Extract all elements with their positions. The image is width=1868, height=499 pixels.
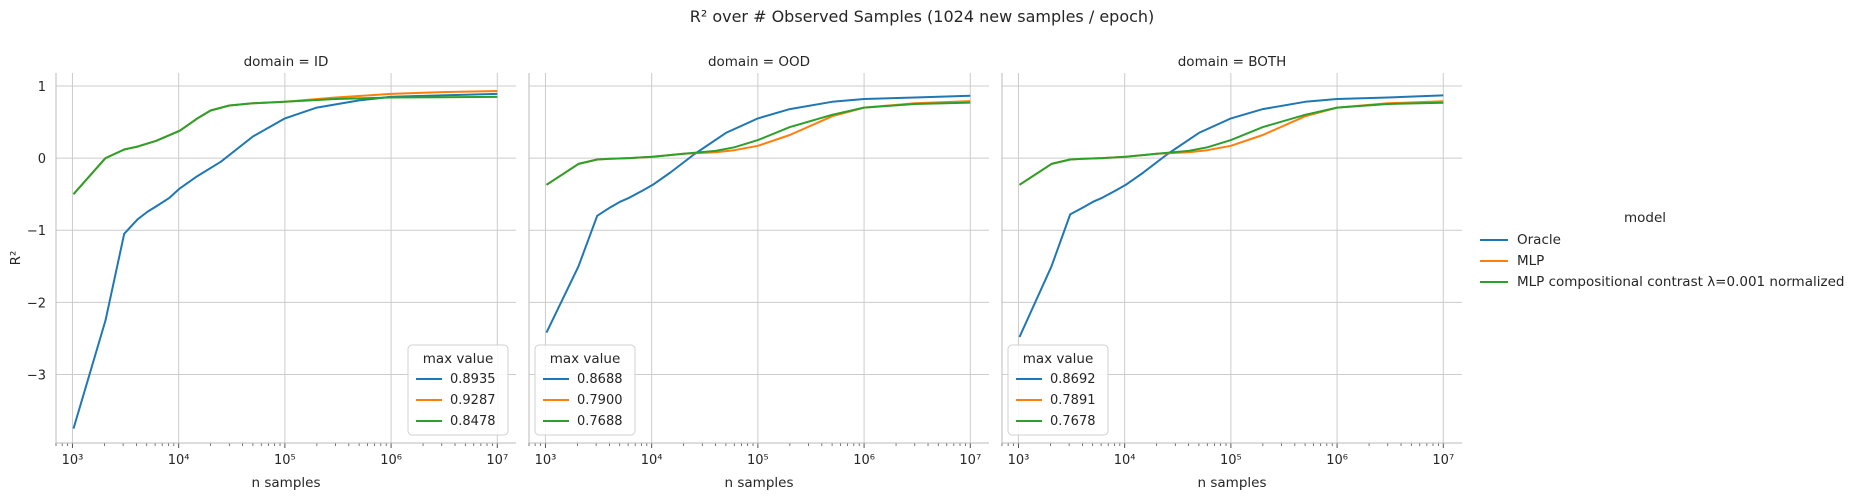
y-tick-label: 0 bbox=[38, 152, 46, 167]
legend-value: 0.7891 bbox=[1050, 393, 1096, 408]
x-tick-label: 10⁵ bbox=[274, 453, 296, 468]
legend-title: max value bbox=[550, 351, 621, 367]
legend-value: 0.8478 bbox=[450, 414, 496, 429]
figure-legend-label: MLP bbox=[1517, 253, 1544, 269]
figure-legend-label: MLP compositional contrast λ=0.001 norma… bbox=[1517, 274, 1844, 290]
x-tick-label: 10⁷ bbox=[486, 453, 508, 468]
x-tick-label: 10⁷ bbox=[959, 453, 981, 468]
figure-legend: model Oracle MLP MLP compositional contras… bbox=[1480, 210, 1844, 290]
x-tick-label: 10⁶ bbox=[1326, 453, 1348, 468]
panel-title: domain = BOTH bbox=[1178, 54, 1287, 70]
x-tick-label: 10³ bbox=[62, 453, 84, 468]
y-tick-label: −1 bbox=[27, 224, 46, 239]
x-tick-label: 10⁵ bbox=[1220, 453, 1242, 468]
max-value-legend: max value 0.8692 0.7891 0.7678 bbox=[1007, 344, 1109, 436]
x-tick-label: 10⁶ bbox=[853, 453, 875, 468]
panel-1: 10³ 10⁴ 10⁵ 10⁶ 10⁷ 1 0 −1 −2 −3 domain = ID n samp… bbox=[8, 54, 516, 491]
legend-value: 0.7688 bbox=[577, 414, 623, 429]
y-tick-label: −2 bbox=[27, 296, 46, 311]
x-axis-label: n samples bbox=[252, 475, 321, 491]
legend-box bbox=[534, 344, 636, 436]
x-tick-label: 10⁴ bbox=[1114, 453, 1136, 468]
panel-3: 10³ 10⁴ 10⁵ 10⁶ 10⁷ domain = BOTH n samples max… bbox=[1001, 54, 1462, 491]
legend-box bbox=[1007, 344, 1109, 436]
y-axis-label: R² bbox=[8, 251, 24, 266]
x-tick-label: 10⁶ bbox=[380, 453, 402, 468]
series-line-1 bbox=[72, 92, 498, 429]
x-tick-label: 10³ bbox=[1008, 453, 1030, 468]
panel-2: 10³ 10⁴ 10⁵ 10⁶ 10⁷ domain = OOD n samples max … bbox=[528, 54, 989, 491]
series-line-3 bbox=[1018, 101, 1444, 186]
legend-box bbox=[407, 344, 509, 436]
series-line-2 bbox=[1018, 100, 1444, 186]
legend-title: max value bbox=[423, 351, 494, 367]
legend-title: max value bbox=[1023, 351, 1094, 367]
x-tick-label: 10⁴ bbox=[641, 453, 663, 468]
legend-value: 0.8935 bbox=[450, 372, 496, 387]
y-tick-label: −3 bbox=[27, 368, 46, 383]
x-tick-label: 10⁷ bbox=[1432, 453, 1454, 468]
x-axis-label: n samples bbox=[1198, 475, 1267, 491]
panel-title: domain = OOD bbox=[708, 54, 810, 70]
x-tick-label: 10⁴ bbox=[168, 453, 190, 468]
series-line-1 bbox=[545, 94, 971, 334]
max-value-legend: max value 0.8688 0.7900 0.7688 bbox=[534, 344, 636, 436]
legend-value: 0.8688 bbox=[577, 372, 623, 387]
x-axis-label: n samples bbox=[725, 475, 794, 491]
x-tick-label: 10³ bbox=[535, 453, 557, 468]
series-line-3 bbox=[72, 95, 498, 195]
series-line-2 bbox=[545, 100, 971, 186]
legend-value: 0.8692 bbox=[1050, 372, 1096, 387]
y-tick-label: 1 bbox=[38, 80, 46, 95]
x-tick-label: 10⁵ bbox=[747, 453, 769, 468]
figure-title: R² over # Observed Samples (1024 new sam… bbox=[690, 7, 1155, 26]
legend-value: 0.7900 bbox=[577, 393, 623, 408]
figure-legend-label: Oracle bbox=[1517, 232, 1561, 248]
series-line-2 bbox=[72, 90, 498, 195]
legend-value: 0.9287 bbox=[450, 393, 496, 408]
max-value-legend: max value 0.8935 0.9287 0.8478 bbox=[407, 344, 509, 436]
series-line-1 bbox=[1018, 94, 1444, 338]
series-line-3 bbox=[545, 101, 971, 186]
figure-legend-title: model bbox=[1624, 210, 1666, 226]
legend-value: 0.7678 bbox=[1050, 414, 1096, 429]
panels: 10³ 10⁴ 10⁵ 10⁶ 10⁷ 1 0 −1 −2 −3 domain = ID n samp… bbox=[8, 54, 1462, 491]
panel-title: domain = ID bbox=[244, 54, 329, 70]
